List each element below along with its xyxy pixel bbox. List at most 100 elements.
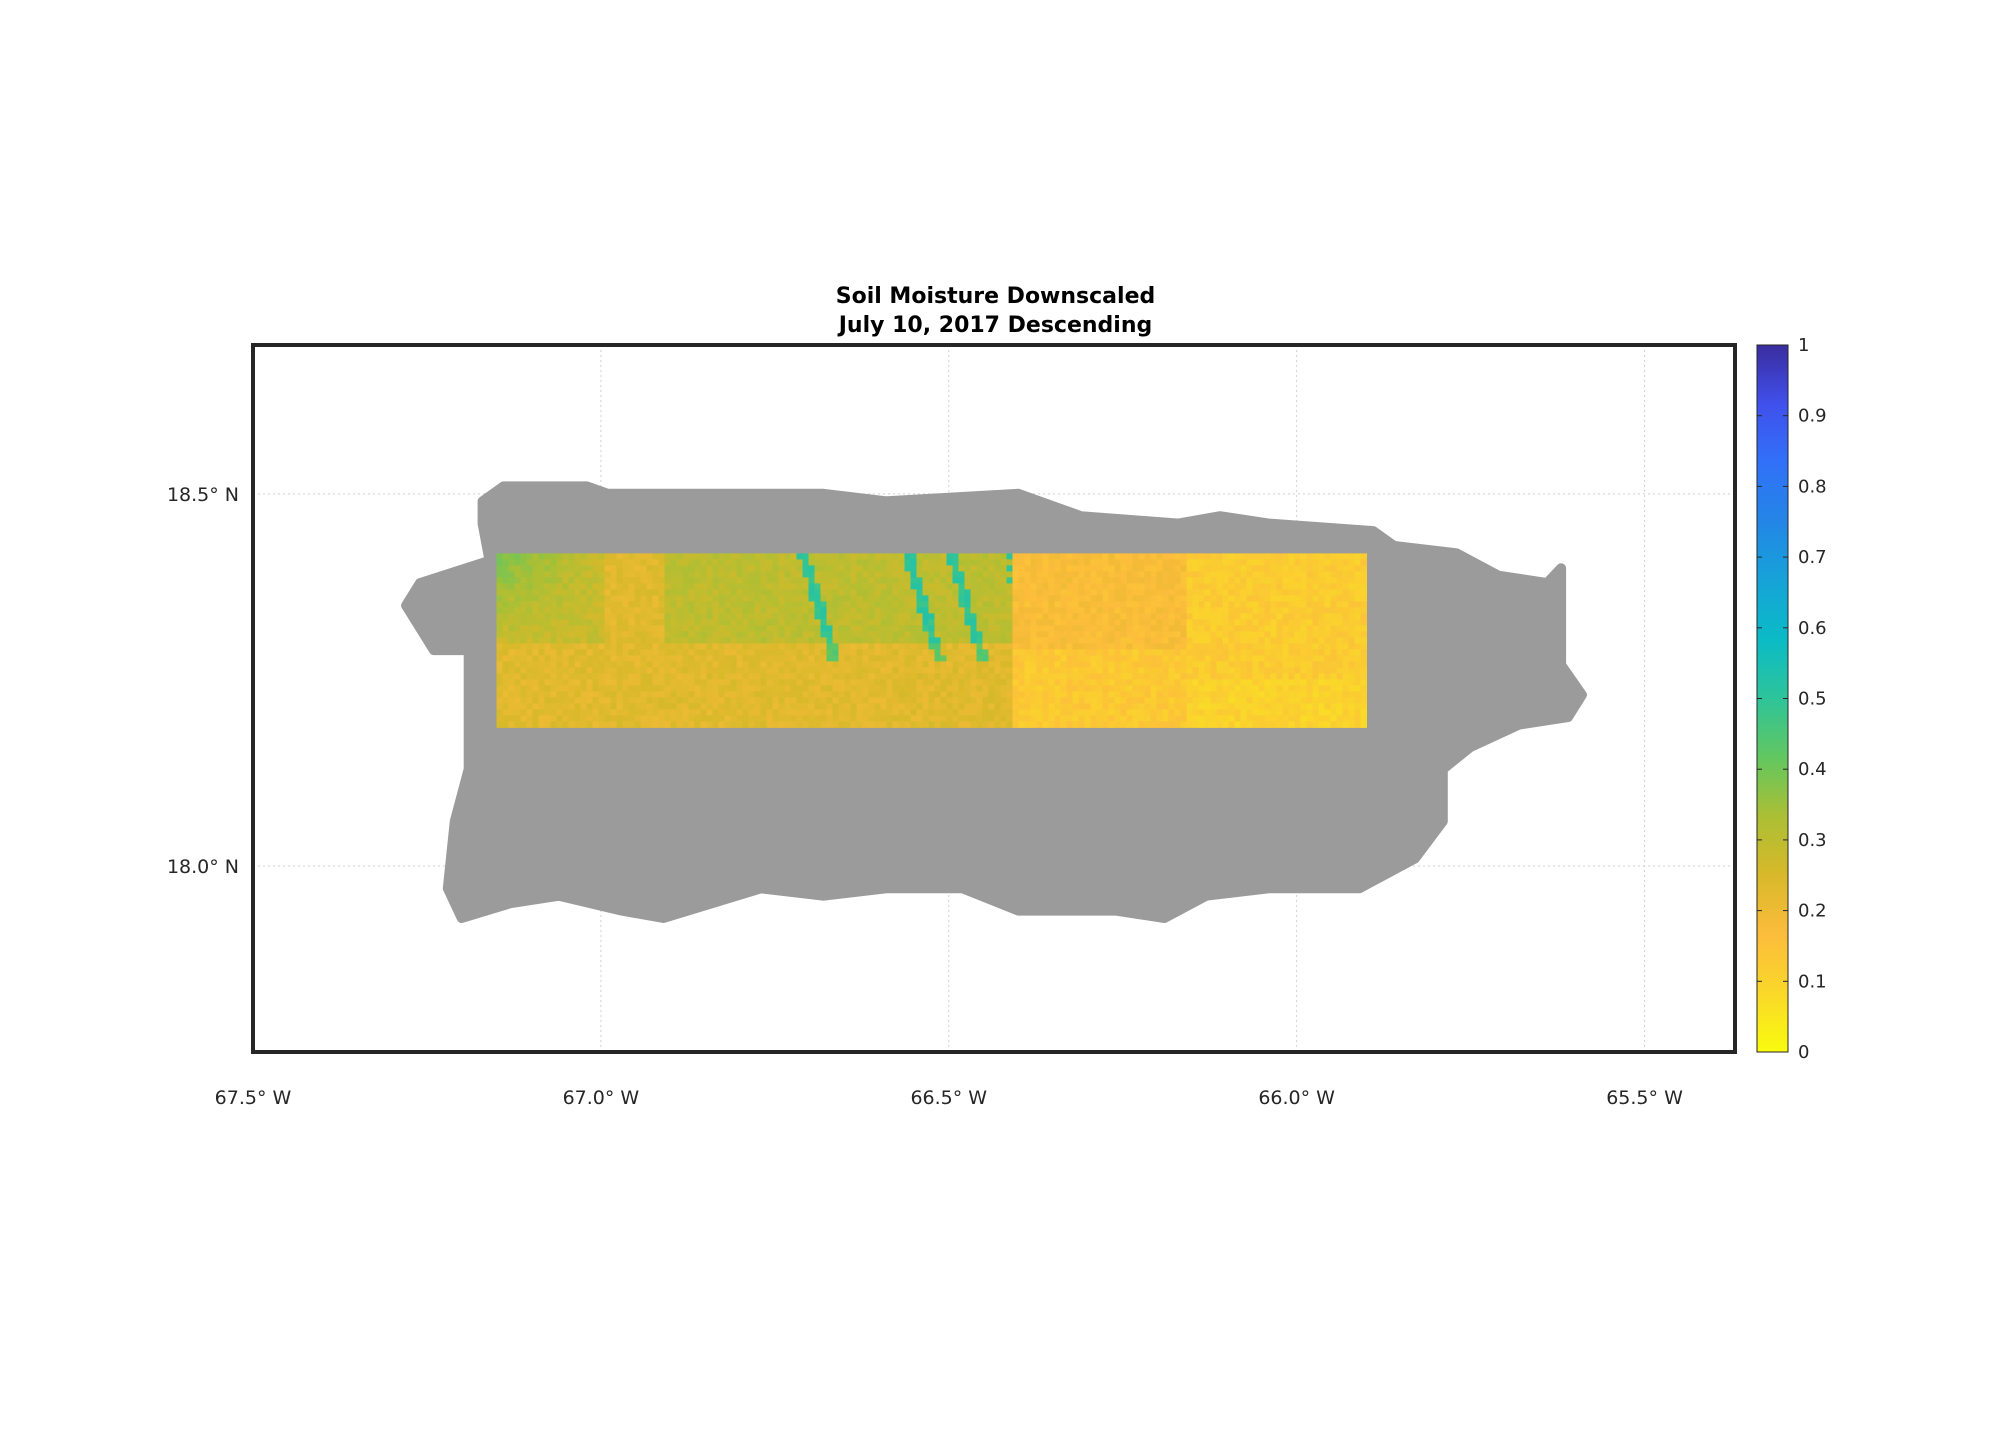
soil-moisture-cell [946, 625, 953, 632]
soil-moisture-cell [970, 625, 977, 632]
soil-moisture-cell [976, 721, 983, 728]
soil-moisture-cell [778, 607, 785, 614]
soil-moisture-cell [1288, 553, 1295, 560]
soil-moisture-cell [1150, 679, 1157, 686]
soil-moisture-cell [778, 601, 785, 608]
soil-moisture-cell [724, 595, 731, 602]
soil-moisture-cell [772, 643, 779, 650]
soil-moisture-cell [514, 709, 521, 716]
soil-moisture-cell [844, 721, 851, 728]
soil-moisture-cell [1084, 601, 1091, 608]
soil-moisture-cell [1228, 679, 1235, 686]
soil-moisture-cell [826, 661, 833, 668]
soil-moisture-cell [1342, 691, 1349, 698]
soil-moisture-cell [1192, 601, 1199, 608]
soil-moisture-cell [880, 661, 887, 668]
soil-moisture-cell [1294, 595, 1301, 602]
soil-moisture-cell [952, 649, 959, 656]
soil-moisture-cell [1282, 583, 1289, 590]
soil-moisture-cell [592, 685, 599, 692]
soil-moisture-cell [700, 715, 707, 722]
soil-moisture-cell [916, 571, 923, 578]
soil-moisture-cell [1312, 661, 1319, 668]
soil-moisture-cell [1108, 559, 1115, 566]
soil-moisture-cell [706, 679, 713, 686]
soil-moisture-cell [970, 583, 977, 590]
soil-moisture-cell [1258, 673, 1265, 680]
soil-moisture-cell [1102, 589, 1109, 596]
soil-moisture-cell [1108, 619, 1115, 626]
soil-moisture-cell [646, 709, 653, 716]
soil-moisture-cell [1174, 655, 1181, 662]
soil-moisture-cell [796, 583, 803, 590]
soil-moisture-cell [580, 661, 587, 668]
soil-moisture-cell [1042, 643, 1049, 650]
soil-moisture-cell [1276, 601, 1283, 608]
soil-moisture-cell [808, 637, 815, 644]
soil-moisture-cell [1030, 697, 1037, 704]
soil-moisture-cell [838, 673, 845, 680]
soil-moisture-cell [718, 595, 725, 602]
soil-moisture-cell [688, 703, 695, 710]
soil-moisture-cell [610, 625, 617, 632]
soil-moisture-cell [502, 619, 509, 626]
soil-moisture-cell [1186, 691, 1193, 698]
soil-moisture-cell [718, 619, 725, 626]
soil-moisture-cell [1216, 673, 1223, 680]
soil-moisture-cell [550, 691, 557, 698]
soil-moisture-cell [1072, 661, 1079, 668]
soil-moisture-cell [796, 571, 803, 578]
soil-moisture-cell [1204, 685, 1211, 692]
soil-moisture-cell [748, 637, 755, 644]
soil-moisture-cell [508, 691, 515, 698]
soil-moisture-cell [772, 577, 779, 584]
soil-moisture-cell [976, 709, 983, 716]
soil-moisture-cell [1030, 673, 1037, 680]
soil-moisture-cell [1162, 559, 1169, 566]
soil-moisture-cell [544, 679, 551, 686]
soil-moisture-cell [856, 697, 863, 704]
soil-moisture-cell [1048, 589, 1055, 596]
soil-moisture-cell [1288, 619, 1295, 626]
soil-moisture-cell [580, 595, 587, 602]
soil-moisture-cell [616, 667, 623, 674]
soil-moisture-cell [712, 691, 719, 698]
soil-moisture-cell [670, 721, 677, 728]
soil-moisture-cell [1030, 709, 1037, 716]
soil-moisture-cell [676, 565, 683, 572]
soil-moisture-cell [1342, 601, 1349, 608]
soil-moisture-cell [1198, 559, 1205, 566]
soil-moisture-cell [1246, 583, 1253, 590]
soil-moisture-cell [862, 715, 869, 722]
colorbar-tick-label: 0.7 [1798, 547, 1827, 568]
soil-moisture-cell [832, 679, 839, 686]
soil-moisture-cell [916, 679, 923, 686]
soil-moisture-cell [940, 667, 947, 674]
soil-moisture-cell [640, 721, 647, 728]
soil-moisture-cell [520, 661, 527, 668]
soil-moisture-cell [964, 715, 971, 722]
soil-moisture-cell [502, 709, 509, 716]
soil-moisture-cell [1138, 589, 1145, 596]
soil-moisture-cell [532, 685, 539, 692]
soil-moisture-cell [868, 601, 875, 608]
soil-moisture-cell [592, 691, 599, 698]
soil-moisture-cell [544, 553, 551, 560]
soil-moisture-cell [844, 565, 851, 572]
soil-moisture-cell [682, 715, 689, 722]
soil-moisture-cell [1210, 697, 1217, 704]
soil-moisture-cell [1174, 607, 1181, 614]
soil-moisture-cell [1294, 667, 1301, 674]
soil-moisture-cell [934, 553, 941, 560]
soil-moisture-cell [634, 673, 641, 680]
colorbar-tick-label: 0.1 [1798, 971, 1827, 992]
soil-moisture-cell [754, 631, 761, 638]
soil-moisture-cell [700, 697, 707, 704]
soil-moisture-cell [1072, 601, 1079, 608]
soil-moisture-cell [526, 661, 533, 668]
soil-moisture-cell [568, 589, 575, 596]
soil-moisture-cell [1276, 565, 1283, 572]
soil-moisture-cell [1318, 649, 1325, 656]
soil-moisture-cell [1168, 577, 1175, 584]
soil-moisture-cell [574, 655, 581, 662]
